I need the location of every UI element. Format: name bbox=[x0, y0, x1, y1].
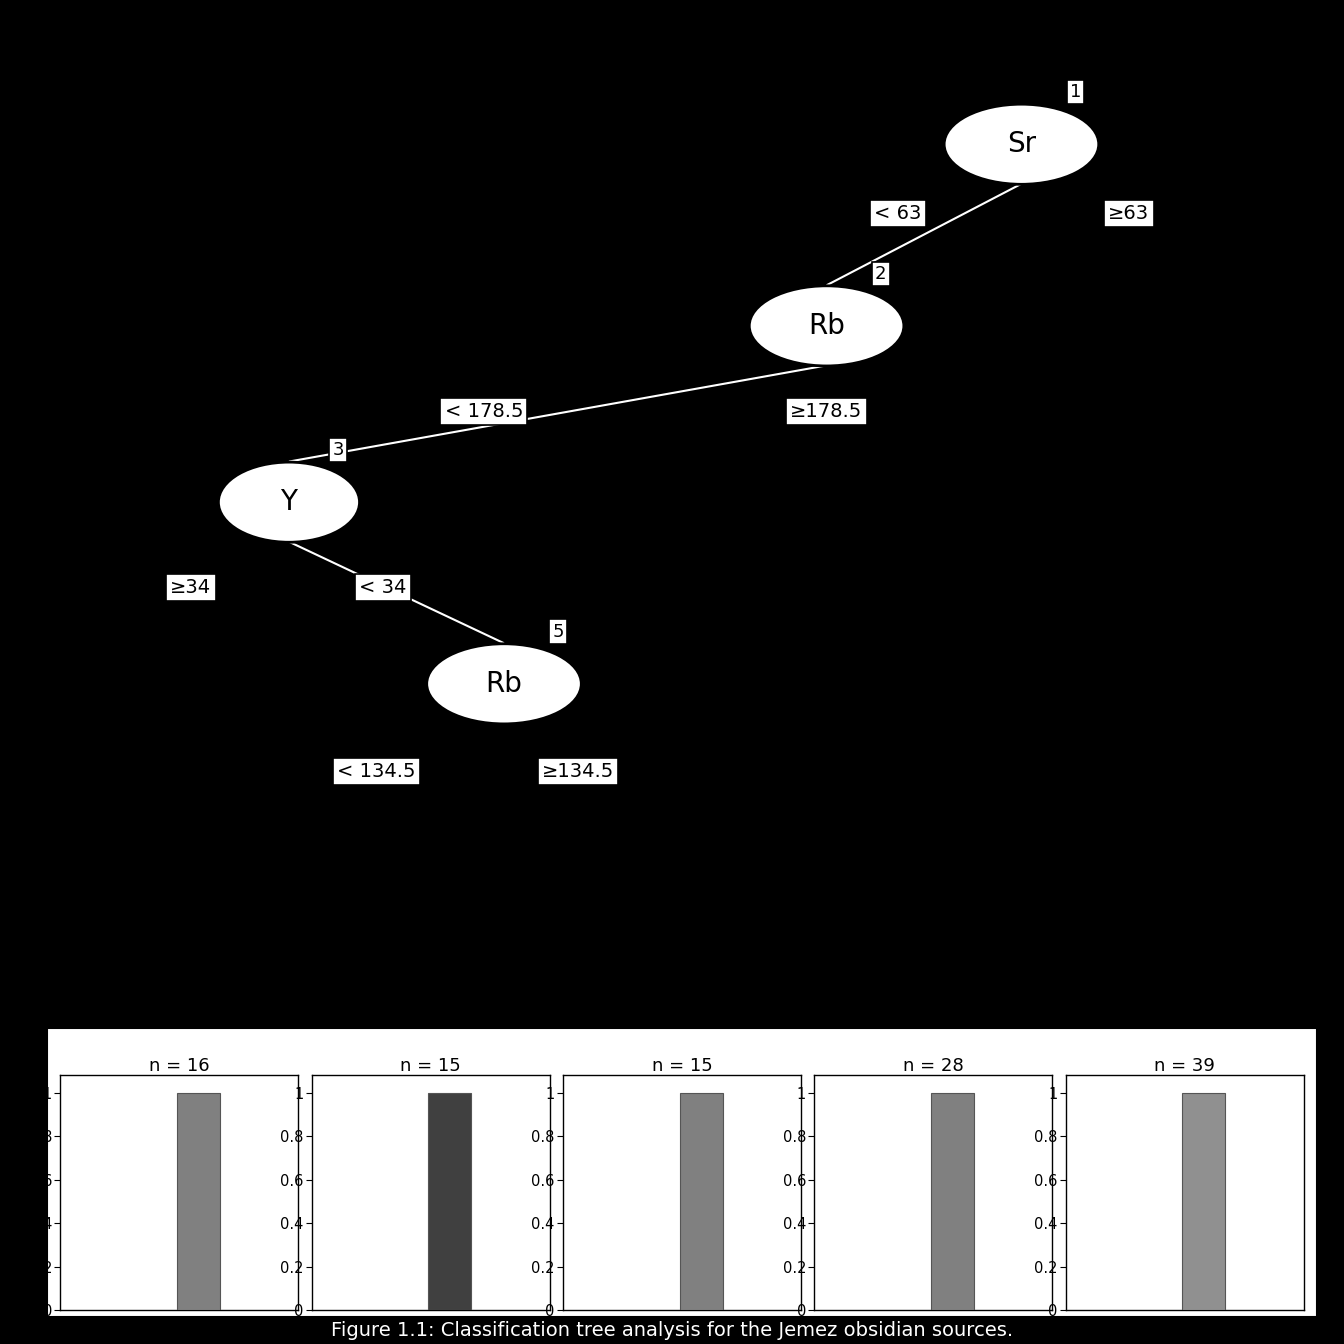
Text: < 34: < 34 bbox=[359, 578, 407, 597]
Title: n = 28: n = 28 bbox=[903, 1056, 964, 1075]
Text: ≥134.5: ≥134.5 bbox=[542, 762, 614, 781]
Text: < 134.5: < 134.5 bbox=[337, 762, 415, 781]
Ellipse shape bbox=[427, 644, 581, 724]
Text: 5: 5 bbox=[552, 622, 564, 641]
Title: n = 39: n = 39 bbox=[1154, 1056, 1215, 1075]
Ellipse shape bbox=[218, 462, 359, 542]
Text: Sr: Sr bbox=[1007, 130, 1036, 159]
Text: < 63: < 63 bbox=[874, 204, 922, 223]
Ellipse shape bbox=[943, 105, 1099, 184]
Text: Y: Y bbox=[281, 488, 297, 516]
Text: ≥63: ≥63 bbox=[1109, 204, 1149, 223]
Bar bbox=[680, 1093, 723, 1310]
Text: ≥178.5: ≥178.5 bbox=[790, 402, 863, 421]
Text: 3: 3 bbox=[332, 441, 344, 460]
Title: n = 15: n = 15 bbox=[401, 1056, 461, 1075]
Bar bbox=[931, 1093, 974, 1310]
Bar bbox=[177, 1093, 220, 1310]
Text: Figure 1.1: Classification tree analysis for the Jemez obsidian sources.: Figure 1.1: Classification tree analysis… bbox=[331, 1321, 1013, 1340]
Title: n = 16: n = 16 bbox=[149, 1056, 210, 1075]
Text: < 178.5: < 178.5 bbox=[445, 402, 523, 421]
Text: 2: 2 bbox=[875, 265, 887, 282]
Text: Rb: Rb bbox=[808, 312, 845, 340]
Bar bbox=[1183, 1093, 1226, 1310]
Bar bbox=[429, 1093, 472, 1310]
Ellipse shape bbox=[750, 286, 903, 366]
Text: Rb: Rb bbox=[485, 669, 523, 698]
Text: 1: 1 bbox=[1070, 83, 1081, 101]
Title: n = 15: n = 15 bbox=[652, 1056, 712, 1075]
Text: ≥34: ≥34 bbox=[171, 578, 211, 597]
